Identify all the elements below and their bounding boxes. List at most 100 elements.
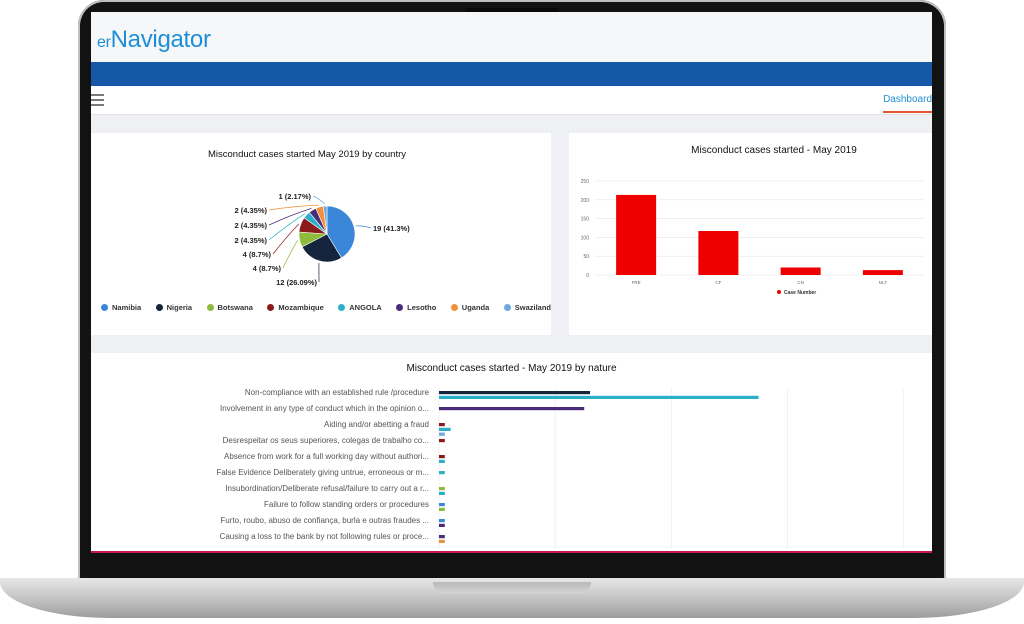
nav-bar: Dashboard: [91, 86, 932, 115]
legend-item-namibia[interactable]: Namibia: [101, 303, 141, 312]
pie-leader-line: [355, 225, 372, 229]
legend-item-angola[interactable]: ANGOLA: [338, 303, 382, 312]
legend-label: Swaziland: [514, 303, 551, 312]
legend-item-botswana[interactable]: Botswana: [206, 303, 253, 312]
nature-label: Involvement in any type of conduct which…: [220, 404, 429, 413]
pie-legend: Namibia Nigeria Botswana Mozambique ANGOLA Le…: [101, 303, 551, 312]
pie-data-label: 2 (4.35%): [234, 236, 267, 245]
nature-bar-nigeria[interactable]: [439, 391, 591, 395]
pie-chart-title: Misconduct cases started May 2019 by cou…: [208, 149, 407, 160]
nature-label: Causing a loss to the bank by not follow…: [220, 532, 429, 541]
nature-bar-angola[interactable]: [439, 395, 759, 399]
logo-prefix: er: [97, 34, 111, 51]
bar-x-tick: NLT: [879, 280, 887, 285]
bar-nlt[interactable]: [862, 270, 903, 275]
nature-bar-lesotho[interactable]: [439, 407, 585, 411]
bar-y-tick: 200: [581, 198, 590, 204]
pie-slice-swaziland[interactable]: [322, 205, 328, 235]
nature-bar-lesotho[interactable]: [439, 523, 445, 527]
nature-label: False Evidence Deliberately giving untru…: [216, 468, 429, 477]
legend-item-uganda[interactable]: Uganda: [450, 303, 490, 312]
legend-label: Botswana: [217, 303, 253, 312]
legend-item-mozambique[interactable]: Mozambique: [267, 303, 324, 312]
app-header: erNavigator: [91, 12, 932, 62]
bar-chart: 0 50 100 150 200 250 FRE CF CN NLT Case Number: [581, 179, 924, 296]
nature-label: Non-compliance with an established rule …: [245, 388, 430, 397]
pie-slice-nigeria[interactable]: [301, 233, 342, 263]
nature-label: Aiding and/or abetting a fraud: [324, 420, 429, 429]
nature-label: Absence from work for a full working day…: [224, 452, 429, 461]
nature-chart-card: Misconduct cases started - May 2019 by n…: [91, 353, 932, 553]
pie-leader-line: [272, 223, 299, 255]
nature-bar-lesotho[interactable]: [439, 535, 445, 539]
tab-dashboard[interactable]: Dashboard: [883, 94, 932, 113]
nature-bar-uganda[interactable]: [439, 539, 445, 543]
nature-bar-angola[interactable]: [439, 427, 451, 431]
pie-data-label: 12 (26.09%): [276, 278, 317, 287]
nature-bar-mozambique[interactable]: [439, 439, 445, 443]
nature-label: Furto, roubo, abuso de confiança, burla …: [220, 516, 429, 525]
legend-swatch: [206, 304, 214, 311]
bar-fre[interactable]: [616, 194, 657, 275]
pie-data-label: 2 (4.35%): [234, 221, 267, 230]
bar-y-tick: 100: [581, 235, 590, 241]
pie-data-label: 2 (4.35%): [234, 206, 267, 215]
bar-legend-swatch: [777, 290, 781, 294]
brand-bar: [91, 62, 932, 86]
nature-bar-angola[interactable]: [439, 471, 445, 475]
bar-x-tick: CF: [715, 280, 721, 285]
legend-swatch: [338, 304, 346, 311]
app-screen: erNavigator Dashboard Misconduct cases s…: [91, 12, 932, 553]
legend-label: Uganda: [461, 303, 490, 312]
bar-y-tick: 150: [581, 217, 590, 223]
legend-swatch: [155, 304, 163, 311]
nature-label: Insubordination/Deliberate refusal/failu…: [225, 484, 429, 493]
nature-bar-angola[interactable]: [439, 491, 445, 495]
legend-item-lesotho[interactable]: Lesotho: [396, 303, 436, 312]
nature-bar-botswana[interactable]: [439, 487, 445, 491]
nature-chart-title: Misconduct cases started - May 2019 by n…: [406, 363, 617, 374]
bar-cn[interactable]: [780, 267, 821, 275]
nature-bar-namibia[interactable]: [439, 519, 445, 523]
pie-data-label: 4 (8.7%): [243, 250, 272, 259]
legend-item-swaziland[interactable]: Swaziland: [503, 303, 551, 312]
nature-label: Failure to follow standing orders or pro…: [264, 500, 429, 509]
legend-label: Nigeria: [166, 303, 193, 312]
bar-y-tick: 250: [581, 179, 590, 185]
bar-chart-title: Misconduct cases started - May 2019: [691, 145, 857, 156]
legend-swatch: [503, 304, 511, 311]
bar-y-tick: 50: [583, 254, 589, 260]
menu-icon[interactable]: [91, 94, 104, 106]
pie-data-label: 4 (8.7%): [253, 264, 282, 273]
laptop-groove: [433, 582, 591, 594]
pie-chart: 19 (41.3%) 12 (26.09%) 4 (8.7%) 4 (8.7%) 2 (…: [234, 192, 410, 287]
bottom-accent-line: [91, 551, 932, 553]
legend-swatch: [396, 304, 404, 311]
nature-bar-mozambique[interactable]: [439, 455, 445, 459]
nature-bar-swaziland[interactable]: [439, 432, 445, 436]
nature-bar-namibia[interactable]: [439, 503, 445, 507]
pie-leader-line: [268, 204, 319, 211]
bar-cf[interactable]: [698, 231, 739, 275]
nature-bar-mozambique[interactable]: [439, 423, 445, 427]
nature-bar-chart: Non-compliance with an established rule …: [216, 388, 905, 549]
pie-data-label: 19 (41.3%): [373, 224, 410, 233]
pie-leader-line: [268, 213, 306, 241]
logo-text: Navigator: [110, 26, 211, 53]
legend-item-nigeria[interactable]: Nigeria: [155, 303, 193, 312]
legend-swatch: [101, 304, 108, 311]
legend-label: Mozambique: [278, 303, 324, 312]
legend-swatch: [450, 304, 458, 311]
app-logo[interactable]: erNavigator: [97, 26, 211, 54]
legend-label: Namibia: [112, 303, 142, 312]
pie-data-label: 1 (2.17%): [278, 192, 311, 201]
bar-x-tick: CN: [797, 280, 804, 285]
bar-legend-label[interactable]: Case Number: [784, 290, 816, 296]
legend-label: Lesotho: [407, 303, 437, 312]
pie-chart-card: Misconduct cases started May 2019 by cou…: [91, 133, 551, 335]
pie-leader-line: [268, 208, 312, 226]
pie-leader-line: [312, 195, 326, 205]
nature-bar-botswana[interactable]: [439, 507, 445, 511]
nature-bar-angola[interactable]: [439, 459, 445, 463]
